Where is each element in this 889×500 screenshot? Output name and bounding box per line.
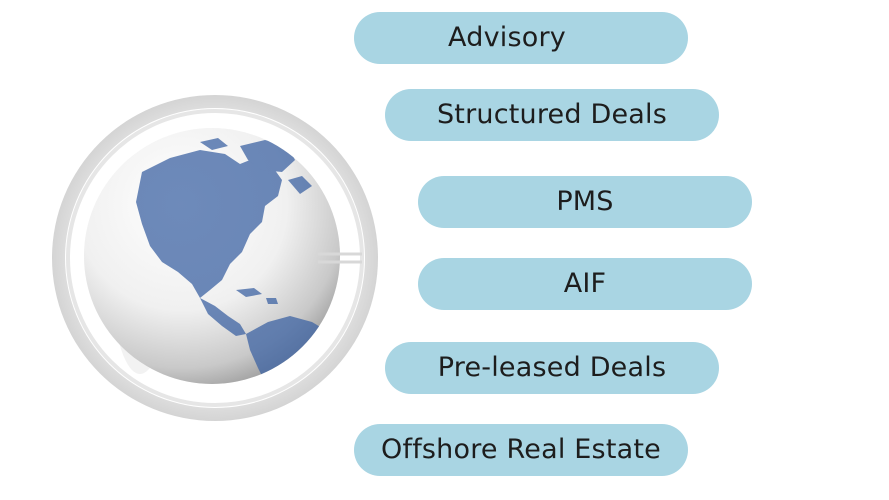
offshore-real-estate-label: Offshore Real Estate [354, 424, 688, 476]
advisory-label: Advisory [354, 12, 688, 64]
structured-deals-label: Structured Deals [385, 89, 719, 141]
pre-leased-deals-label: Pre-leased Deals [385, 342, 719, 394]
aif-label: AIF [418, 258, 752, 310]
globe-icon [52, 95, 378, 421]
pms-label: PMS [418, 176, 752, 228]
